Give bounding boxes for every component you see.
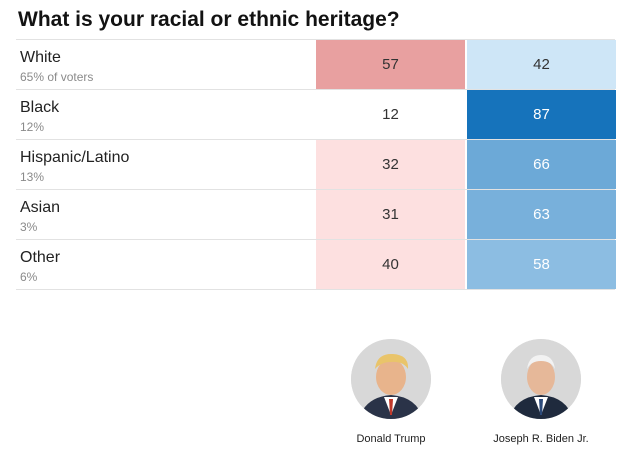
candidate-name: Donald Trump bbox=[356, 433, 426, 445]
trump-value-cell: 32 bbox=[316, 140, 465, 189]
biden-value-cell: 66 bbox=[467, 140, 616, 189]
trump-value-cell: 57 bbox=[316, 40, 465, 89]
group-name: Black bbox=[20, 99, 60, 116]
trump-portrait-icon bbox=[351, 339, 431, 419]
table-row: Other 6% 40 58 bbox=[16, 240, 616, 290]
biden-portrait-icon bbox=[501, 339, 581, 419]
biden-value-cell: 42 bbox=[467, 40, 616, 89]
row-label: White 65% of voters bbox=[16, 40, 316, 89]
row-label: Asian 3% bbox=[16, 190, 316, 239]
avatar bbox=[501, 339, 581, 419]
table-row: Hispanic/Latino 13% 32 66 bbox=[16, 140, 616, 190]
candidate-trump: Donald Trump bbox=[316, 339, 466, 445]
group-name: Other bbox=[20, 249, 61, 266]
row-label: Hispanic/Latino 13% bbox=[16, 140, 316, 189]
table-row: Asian 3% 31 63 bbox=[16, 190, 616, 240]
candidate-biden: Joseph R. Biden Jr. bbox=[466, 339, 616, 445]
row-label: Black 12% bbox=[16, 90, 316, 139]
group-name: White bbox=[20, 49, 61, 66]
group-share: 13% bbox=[20, 170, 45, 184]
table-row: Black 12% 12 87 bbox=[16, 90, 616, 140]
biden-value-cell: 87 bbox=[467, 90, 616, 139]
group-name: Asian bbox=[20, 199, 61, 216]
row-label: Other 6% bbox=[16, 240, 316, 289]
table-row: White 65% of voters 57 42 bbox=[16, 40, 616, 90]
biden-value-cell: 58 bbox=[467, 240, 616, 289]
group-share: 6% bbox=[20, 270, 38, 284]
group-share: 65% of voters bbox=[20, 70, 94, 84]
trump-value-cell: 40 bbox=[316, 240, 465, 289]
avatar bbox=[351, 339, 431, 419]
group-share: 12% bbox=[20, 120, 45, 134]
group-name: Hispanic/Latino bbox=[20, 149, 130, 166]
biden-value-cell: 63 bbox=[467, 190, 616, 239]
group-share: 3% bbox=[20, 220, 38, 234]
candidate-name: Joseph R. Biden Jr. bbox=[493, 433, 589, 445]
trump-value-cell: 31 bbox=[316, 190, 465, 239]
trump-value-cell: 12 bbox=[316, 90, 465, 139]
results-table: White 65% of voters 57 42 Black 12% 12 8… bbox=[16, 39, 616, 290]
chart-title: What is your racial or ethnic heritage? bbox=[18, 8, 400, 31]
